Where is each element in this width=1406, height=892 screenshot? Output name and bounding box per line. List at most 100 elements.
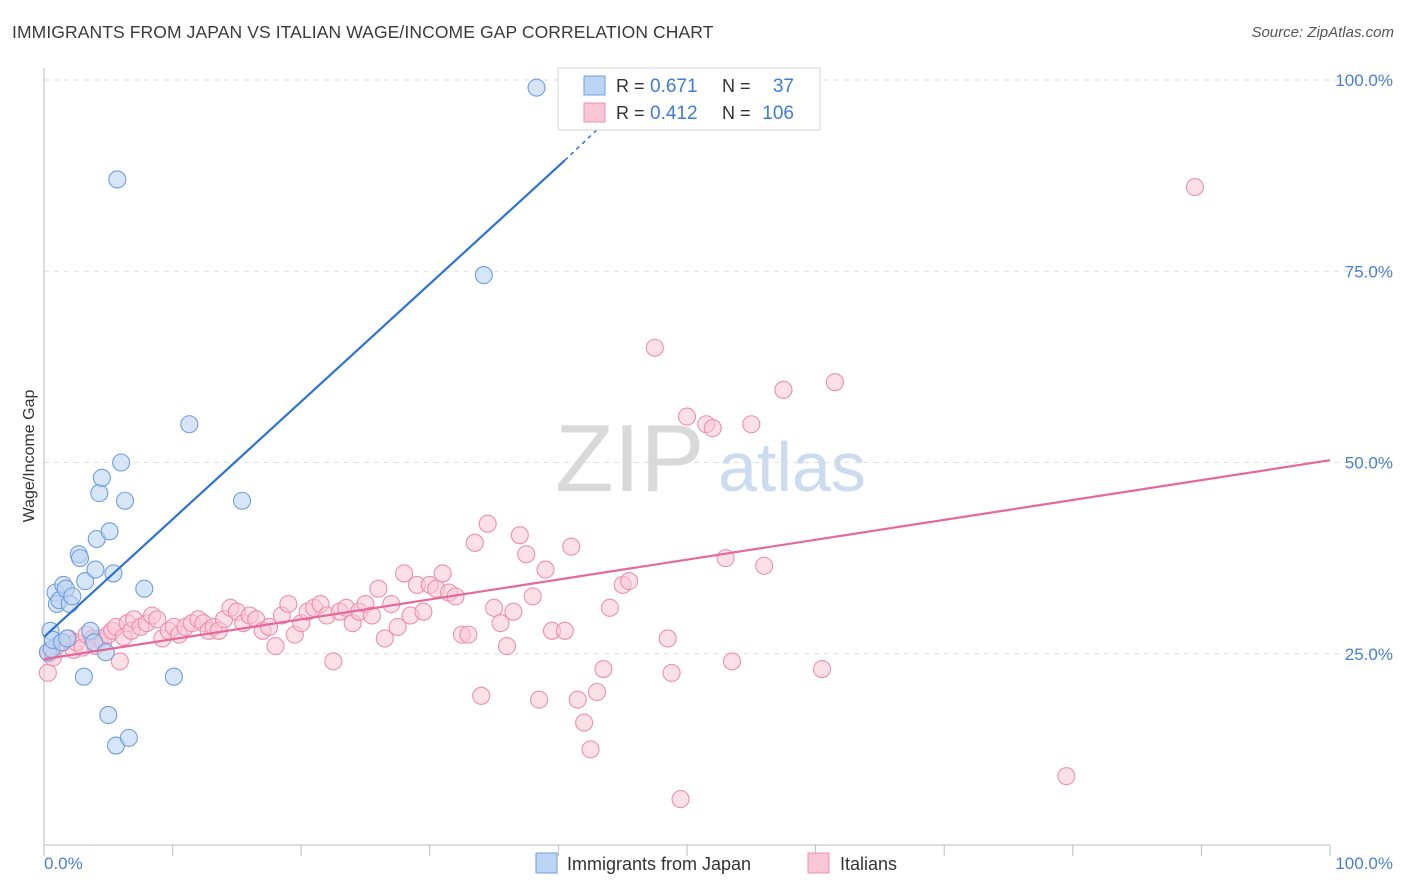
japan-trend-line-extension — [564, 129, 598, 161]
bottom-legend-label-japan: Immigrants from Japan — [567, 854, 751, 874]
legend-n-value-japan: 37 — [773, 76, 794, 97]
x-tick-label-max: 100.0% — [1335, 854, 1393, 873]
bottom-legend-label-italian: Italians — [840, 854, 897, 874]
japan-point-14 — [70, 549, 90, 568]
series-legend: Immigrants from Japan Italians — [535, 852, 897, 874]
italian-point-81 — [497, 637, 517, 656]
legend-r-value-italian: 0.412 — [650, 103, 698, 124]
legend-r-label-italian: R = — [616, 103, 645, 123]
italian-point-102 — [671, 790, 690, 809]
japan-points — [38, 78, 546, 755]
correlation-legend: R = 0.671 N = 37 R = 0.412 N = 106 — [557, 67, 821, 131]
italian-point-25 — [148, 610, 167, 629]
italians-points — [38, 178, 1205, 809]
japan-point-25 — [100, 522, 119, 541]
italian-point-96 — [600, 598, 619, 617]
y-tick-label-1: 50.0% — [1345, 454, 1393, 473]
japan-point-33 — [164, 667, 183, 686]
y-axis-label: Wage/Income Gap — [21, 390, 38, 523]
japan-point-30 — [115, 491, 135, 510]
italian-point-103 — [677, 407, 697, 426]
italian-point-61 — [369, 579, 388, 598]
italian-point-83 — [510, 526, 529, 545]
chart-source: Source: ZipAtlas.com — [1251, 24, 1394, 41]
italian-point-47 — [279, 594, 298, 614]
italian-point-110 — [774, 380, 793, 399]
italian-point-109 — [755, 556, 774, 575]
italian-point-94 — [587, 682, 607, 702]
italian-point-54 — [324, 652, 343, 671]
legend-r-value-japan: 0.671 — [650, 76, 698, 97]
italian-point-87 — [530, 690, 549, 709]
japan-point-28 — [108, 170, 127, 189]
legend-n-label-japan: N = — [722, 76, 751, 96]
italian-point-90 — [562, 537, 581, 556]
italian-point-108 — [742, 415, 761, 434]
italian-point-71 — [433, 564, 452, 583]
japan-point-37 — [527, 78, 546, 97]
italian-point-79 — [485, 598, 504, 617]
italian-point-86 — [536, 560, 555, 579]
italian-point-114 — [1185, 178, 1205, 197]
legend-swatch-italian — [583, 102, 606, 123]
italian-point-60 — [362, 606, 381, 625]
japan-point-34 — [180, 415, 199, 434]
italian-point-111 — [812, 659, 832, 679]
italian-point-113 — [1057, 767, 1076, 786]
japan-trend-line — [43, 159, 566, 638]
legend-r-label-japan: R = — [616, 76, 645, 96]
watermark-atlas: atlas — [718, 428, 866, 506]
italian-point-100 — [658, 629, 677, 648]
italian-point-92 — [575, 713, 594, 732]
y-tick-labels: 25.0% 50.0% 75.0% 100.0% — [1335, 71, 1393, 664]
x-tick-label-min: 0.0% — [44, 854, 83, 873]
y-tick-label-3: 100.0% — [1335, 71, 1393, 90]
italian-point-45 — [266, 637, 285, 656]
italian-trend-line — [43, 459, 1331, 661]
japan-point-15 — [74, 667, 93, 686]
italian-point-76 — [465, 533, 484, 552]
italian-point-77 — [472, 686, 491, 705]
italian-point-75 — [459, 625, 478, 644]
japan-point-24 — [99, 705, 118, 725]
y-tick-label-0: 25.0% — [1345, 645, 1393, 664]
italian-point-101 — [662, 663, 681, 682]
italian-point-107 — [722, 652, 742, 671]
italian-point-89 — [555, 621, 574, 640]
legend-n-value-italian: 106 — [762, 103, 794, 124]
italian-point-99 — [645, 338, 664, 357]
italian-point-91 — [568, 690, 587, 709]
y-tick-label-2: 75.0% — [1345, 262, 1393, 281]
italian-point-105 — [703, 419, 722, 438]
bottom-legend-swatch-japan — [535, 852, 558, 874]
japan-point-12 — [63, 587, 82, 606]
italian-point-62 — [375, 629, 394, 648]
japan-point-36 — [474, 266, 493, 285]
italian-point-17 — [110, 652, 129, 671]
italian-point-80 — [491, 614, 510, 633]
trend-lines — [43, 129, 1331, 661]
japan-point-23 — [96, 643, 115, 662]
italian-point-98 — [620, 572, 639, 591]
italian-point-85 — [523, 587, 542, 606]
japan-point-32 — [135, 579, 154, 598]
japan-point-22 — [92, 468, 111, 487]
italian-point-64 — [388, 617, 407, 637]
watermark-zip: ZIP — [555, 405, 704, 512]
italian-point-93 — [581, 740, 600, 759]
x-axis-ticks — [43, 845, 1331, 856]
italian-point-78 — [478, 514, 497, 533]
chart-title: IMMIGRANTS FROM JAPAN VS ITALIAN WAGE/IN… — [12, 22, 714, 42]
grid-lines — [44, 79, 1393, 655]
japan-point-19 — [86, 560, 105, 579]
italian-point-68 — [414, 602, 433, 621]
italian-point-112 — [825, 373, 844, 392]
legend-n-label-italian: N = — [722, 103, 751, 123]
japan-point-16 — [76, 572, 95, 591]
italian-point-95 — [594, 659, 613, 679]
italian-point-84 — [517, 545, 536, 564]
japan-point-31 — [119, 728, 138, 747]
japan-point-35 — [232, 491, 252, 510]
bottom-legend-swatch-italian — [807, 852, 830, 874]
